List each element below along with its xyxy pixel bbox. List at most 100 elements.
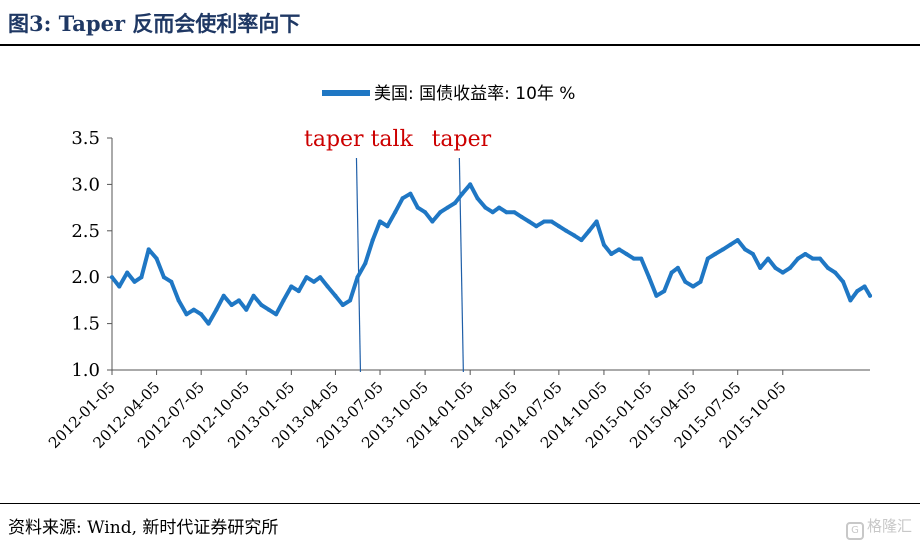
data-point	[169, 279, 174, 284]
data-point	[624, 252, 629, 256]
data-point	[146, 247, 151, 252]
data-point	[868, 293, 872, 298]
data-point	[758, 265, 763, 270]
data-point	[788, 265, 793, 270]
data-point	[825, 265, 830, 270]
data-point	[527, 219, 531, 224]
data-point	[564, 228, 569, 233]
y-tick-label: 1.0	[71, 360, 100, 381]
data-point	[460, 191, 465, 196]
y-tick-label: 2.5	[71, 221, 100, 242]
data-point	[587, 228, 592, 233]
y-tick-label: 2.0	[71, 267, 100, 288]
data-point	[855, 289, 860, 294]
data-point	[363, 261, 368, 266]
data-point	[773, 265, 778, 270]
annotation-label: taper talk	[304, 127, 414, 152]
data-point	[728, 242, 733, 247]
data-point	[497, 205, 502, 210]
legend-label: 美国: 国债收益率: 10年 %	[374, 84, 575, 104]
data-point	[780, 270, 785, 275]
data-point	[766, 256, 771, 261]
data-point	[214, 307, 219, 312]
data-point	[639, 256, 644, 261]
data-point	[556, 224, 561, 229]
data-point	[691, 284, 696, 289]
y-tick-label: 3.5	[71, 128, 100, 149]
data-point	[735, 238, 740, 243]
data-point	[229, 303, 234, 307]
data-point	[490, 210, 495, 215]
data-point	[333, 293, 338, 298]
data-point	[848, 298, 853, 303]
watermark: G 格隆汇	[845, 515, 912, 540]
data-point	[244, 307, 249, 312]
data-point	[542, 219, 547, 224]
footer-rule	[0, 503, 920, 504]
data-point	[594, 219, 599, 224]
data-point	[325, 284, 330, 289]
data-point	[378, 219, 382, 224]
data-point	[125, 270, 130, 275]
data-point	[483, 205, 488, 210]
chart-series	[110, 182, 872, 326]
data-point	[274, 312, 279, 317]
data-point	[796, 256, 800, 261]
data-point	[519, 214, 524, 219]
data-point	[713, 252, 718, 256]
data-point	[393, 210, 398, 215]
source-note: 资料来源: Wind, 新时代证券研究所	[8, 518, 279, 538]
data-point	[475, 196, 480, 201]
y-tick-label: 1.5	[71, 314, 100, 335]
data-point	[675, 265, 680, 270]
data-point	[385, 224, 390, 229]
watermark-text: 格隆汇	[866, 517, 912, 535]
data-point	[534, 224, 539, 229]
data-point	[430, 219, 435, 224]
data-point	[266, 307, 271, 312]
data-point	[750, 252, 755, 256]
data-point	[110, 275, 114, 280]
data-point	[647, 275, 651, 280]
annotation-label: taper	[432, 127, 492, 152]
data-point	[438, 210, 443, 215]
data-point	[841, 279, 846, 284]
chart-axes: 1.01.52.02.53.03.52012-01-052012-04-0520…	[45, 128, 870, 452]
data-point	[296, 289, 301, 294]
data-point	[184, 312, 189, 317]
data-point	[370, 238, 375, 243]
chart-legend: 美国: 国债收益率: 10年 %	[322, 84, 575, 104]
data-point	[132, 279, 137, 284]
data-point	[221, 293, 226, 298]
data-point	[311, 279, 316, 284]
data-point	[662, 289, 667, 294]
series-line	[110, 182, 872, 326]
data-point	[818, 256, 822, 261]
data-point	[445, 205, 450, 210]
data-point	[705, 256, 710, 261]
data-point	[154, 256, 159, 261]
data-point	[117, 284, 122, 289]
data-point	[355, 275, 360, 280]
data-point	[259, 303, 264, 307]
chart-annotations: taper talk taper	[304, 127, 492, 373]
data-point	[206, 321, 211, 326]
data-point	[453, 201, 457, 205]
data-point	[423, 210, 428, 215]
data-point	[468, 182, 473, 187]
data-point	[512, 210, 517, 215]
data-point	[669, 270, 674, 275]
data-point	[609, 252, 614, 256]
data-point	[631, 256, 636, 261]
data-point	[683, 279, 688, 284]
watermark-logo-icon: G	[845, 522, 864, 540]
y-tick-label: 3.0	[71, 174, 100, 195]
data-point	[318, 275, 323, 280]
data-point	[721, 247, 725, 252]
data-point	[833, 270, 838, 275]
title-rule	[0, 44, 920, 46]
data-point	[289, 284, 294, 289]
data-point	[281, 298, 286, 303]
data-point	[698, 279, 703, 284]
